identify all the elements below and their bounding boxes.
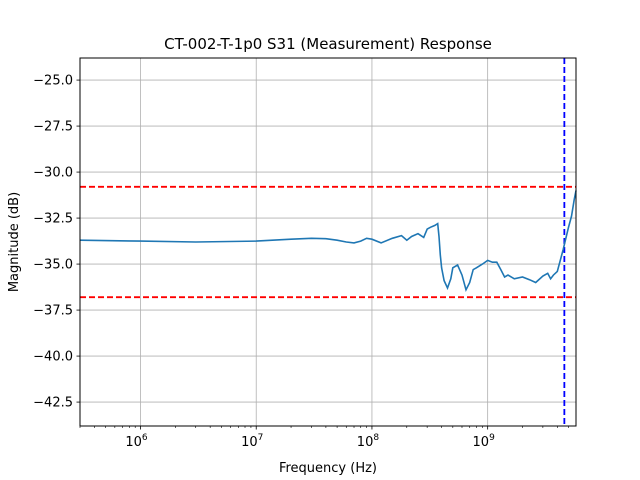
y-tick-label: −35.0 xyxy=(33,258,73,273)
series-line xyxy=(79,190,577,293)
axes-frame xyxy=(79,57,577,427)
y-tick-label: −37.5 xyxy=(33,304,73,319)
y-tick-label: −27.5 xyxy=(33,120,73,135)
y-tick-label: −32.5 xyxy=(33,212,73,227)
y-axis-label: Magnitude (dB) xyxy=(7,192,22,292)
x-axis-label: Frequency (Hz) xyxy=(279,461,377,476)
y-tick-label: −30.0 xyxy=(33,166,73,181)
y-tick-label: −42.5 xyxy=(33,396,73,411)
grid xyxy=(80,58,576,426)
y-tick-label: −25.0 xyxy=(33,74,73,89)
y-tick-label: −40.0 xyxy=(33,350,73,365)
chart-title: CT-002-T-1p0 S31 (Measurement) Response xyxy=(164,35,492,53)
y-axis: −25.0 −27.5 −30.0 −32.5 −35.0 −37.5 −40.0 −42.5 xyxy=(33,74,80,411)
plot-area xyxy=(79,190,577,293)
